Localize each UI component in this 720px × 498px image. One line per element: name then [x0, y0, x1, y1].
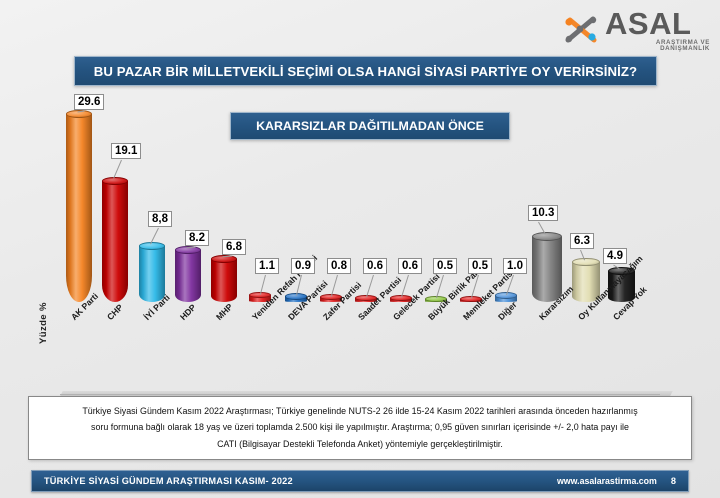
bar-top-cap: [572, 257, 600, 267]
value-label: 8.2: [185, 230, 209, 247]
value-label: 0.5: [433, 258, 457, 275]
bar-body: [211, 258, 237, 302]
value-label: 0.5: [468, 258, 492, 275]
chart-title-banner: BU PAZAR BİR MİLLETVEKİLİ SEÇİMİ OLSA HA…: [74, 56, 657, 86]
bar-top-cap: [249, 291, 271, 299]
value-label: 19.1: [111, 143, 142, 160]
bar-i-yi-parti: [139, 242, 167, 305]
bar-body: [175, 249, 201, 302]
value-label: 10.3: [528, 205, 559, 222]
bar-cevap-yok: [607, 266, 637, 305]
asal-logo: ASAL ARAŞTIRMA VE DANIŞMANLIK: [562, 8, 710, 52]
footnote-line-3: CATI (Bilgisayar Destekli Telefonda Anke…: [217, 438, 503, 449]
value-label: 0.6: [363, 258, 387, 275]
chart-title-text: BU PAZAR BİR MİLLETVEKİLİ SEÇİMİ OLSA HA…: [93, 63, 638, 79]
bar-top-cap: [320, 293, 342, 301]
value-leader-line: [366, 274, 374, 298]
value-label: 8,8: [148, 211, 172, 228]
bar-kararsızım: [532, 232, 564, 305]
category-label: MHP: [214, 301, 235, 323]
category-label: HDP: [178, 302, 198, 323]
bar-top-cap: [460, 295, 482, 303]
bar-top-cap: [102, 176, 128, 185]
bar-zafer-partisi: [320, 293, 344, 305]
bar-hdp: [175, 246, 203, 305]
value-leader-line: [113, 159, 122, 179]
asal-logo-text: ASAL ARAŞTIRMA VE DANIŞMANLIK: [605, 8, 710, 52]
bar-mhp: [211, 254, 239, 305]
bar-top-cap: [495, 292, 517, 299]
bar-saadet-partisi: [355, 294, 379, 305]
value-label: 4.9: [603, 248, 627, 265]
bar-top-cap: [390, 294, 412, 302]
category-label: Diğer: [496, 299, 519, 323]
chart-plot-area: Yüzde % 29.6 19.1 8,8 8.2 6.8 1.1 0.9 0.8 0.6 0.6…: [0, 92, 720, 400]
value-label: 0.6: [398, 258, 422, 275]
bar-body: [607, 270, 635, 302]
bar-top-cap: [285, 292, 307, 300]
bar-ak-parti: [66, 110, 94, 305]
x-axis-line: [60, 394, 660, 395]
value-label: 1.0: [503, 258, 527, 275]
bar-top-cap: [355, 294, 377, 302]
logo-tagline: ARAŞTIRMA VE DANIŞMANLIK: [655, 38, 710, 52]
methodology-footnote: Türkiye Siyasi Gündem Kasım 2022 Araştır…: [28, 396, 692, 460]
value-label: 0.9: [291, 258, 315, 275]
value-label: 1.1: [255, 258, 279, 275]
bar-body: [139, 246, 165, 302]
footer-page-number: 8: [670, 476, 676, 486]
bar-body: [66, 114, 92, 302]
value-label: 6.3: [570, 233, 594, 250]
bar-diğer: [495, 292, 519, 305]
value-label: 29.6: [74, 94, 105, 111]
footnote-line-2: soru formuna bağlı olarak 18 yaş ve üzer…: [91, 422, 629, 433]
bar-chp: [102, 176, 130, 305]
footer-right-group: www.asalarastirma.com 8: [557, 476, 676, 486]
bar-büyük-birlik-partisi: [425, 295, 449, 305]
value-leader-line: [401, 274, 409, 298]
chart-subtitle-text: KARARSIZLAR DAĞITILMADAN ÖNCE: [256, 119, 484, 133]
footer-survey-title: TÜRKİYE SİYASİ GÜNDEM ARAŞTIRMASI KASIM-…: [44, 476, 293, 486]
bar-deva-partisi: [285, 292, 309, 305]
bar-oy-kullanmayacağım: [572, 257, 602, 305]
footer-website-link[interactable]: www.asalarastirma.com: [556, 476, 657, 486]
chart-subtitle-banner: KARARSIZLAR DAĞITILMADAN ÖNCE: [230, 112, 510, 140]
bar-top-cap: [211, 254, 237, 263]
logo-wordmark: ASAL: [605, 5, 692, 41]
value-leader-line: [331, 274, 338, 297]
bar-top-cap: [139, 242, 165, 250]
bar-body: [249, 295, 271, 302]
bar-memleket-partisi: [460, 295, 484, 305]
bar-top-cap: [607, 266, 635, 275]
value-label: 0.8: [327, 258, 351, 275]
y-axis-label: Yüzde %: [38, 302, 49, 344]
bar-yeniden-refah-partisi: [249, 291, 273, 305]
footnote-line-1: Türkiye Siyasi Gündem Kasım 2022 Araştır…: [82, 406, 638, 416]
bar-top-cap: [532, 232, 562, 242]
bar-top-cap: [425, 295, 447, 303]
asal-logo-mark-icon: [562, 13, 602, 47]
bar-gelecek-partisi: [390, 294, 414, 305]
bar-body: [102, 180, 128, 302]
slide-footer: TÜRKİYE SİYASİ GÜNDEM ARAŞTIRMASI KASIM-…: [31, 470, 689, 492]
category-label: CHP: [105, 302, 125, 323]
bar-body: [532, 236, 562, 302]
bar-body: [572, 261, 600, 302]
value-label: 6.8: [222, 239, 246, 256]
